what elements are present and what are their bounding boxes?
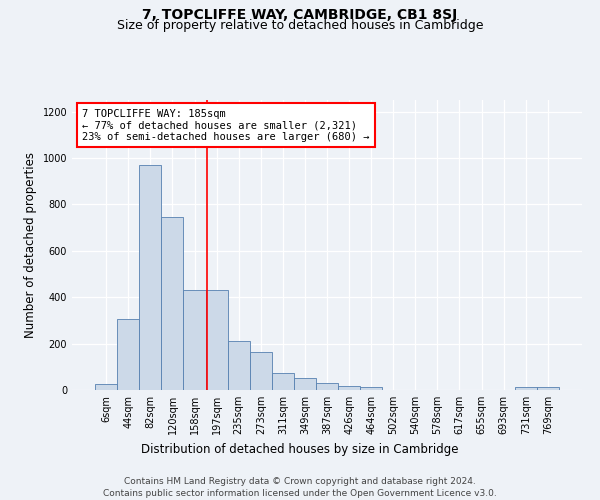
Bar: [227, 342, 250, 390]
Bar: [537, 386, 559, 390]
Bar: [360, 386, 382, 390]
Bar: [515, 386, 537, 390]
Bar: [272, 372, 294, 390]
Bar: [206, 290, 227, 390]
Bar: [139, 165, 161, 390]
Text: 7 TOPCLIFFE WAY: 185sqm
← 77% of detached houses are smaller (2,321)
23% of semi: 7 TOPCLIFFE WAY: 185sqm ← 77% of detache…: [82, 108, 370, 142]
Bar: [161, 217, 184, 390]
Y-axis label: Number of detached properties: Number of detached properties: [24, 152, 37, 338]
Text: Size of property relative to detached houses in Cambridge: Size of property relative to detached ho…: [117, 19, 483, 32]
Bar: [316, 383, 338, 390]
Text: Contains public sector information licensed under the Open Government Licence v3: Contains public sector information licen…: [103, 489, 497, 498]
Bar: [117, 319, 139, 390]
Bar: [338, 386, 360, 390]
Text: Contains HM Land Registry data © Crown copyright and database right 2024.: Contains HM Land Registry data © Crown c…: [124, 478, 476, 486]
Bar: [95, 384, 117, 390]
Bar: [250, 352, 272, 390]
Text: Distribution of detached houses by size in Cambridge: Distribution of detached houses by size …: [141, 442, 459, 456]
Text: 7, TOPCLIFFE WAY, CAMBRIDGE, CB1 8SJ: 7, TOPCLIFFE WAY, CAMBRIDGE, CB1 8SJ: [142, 8, 458, 22]
Bar: [184, 290, 206, 390]
Bar: [294, 378, 316, 390]
